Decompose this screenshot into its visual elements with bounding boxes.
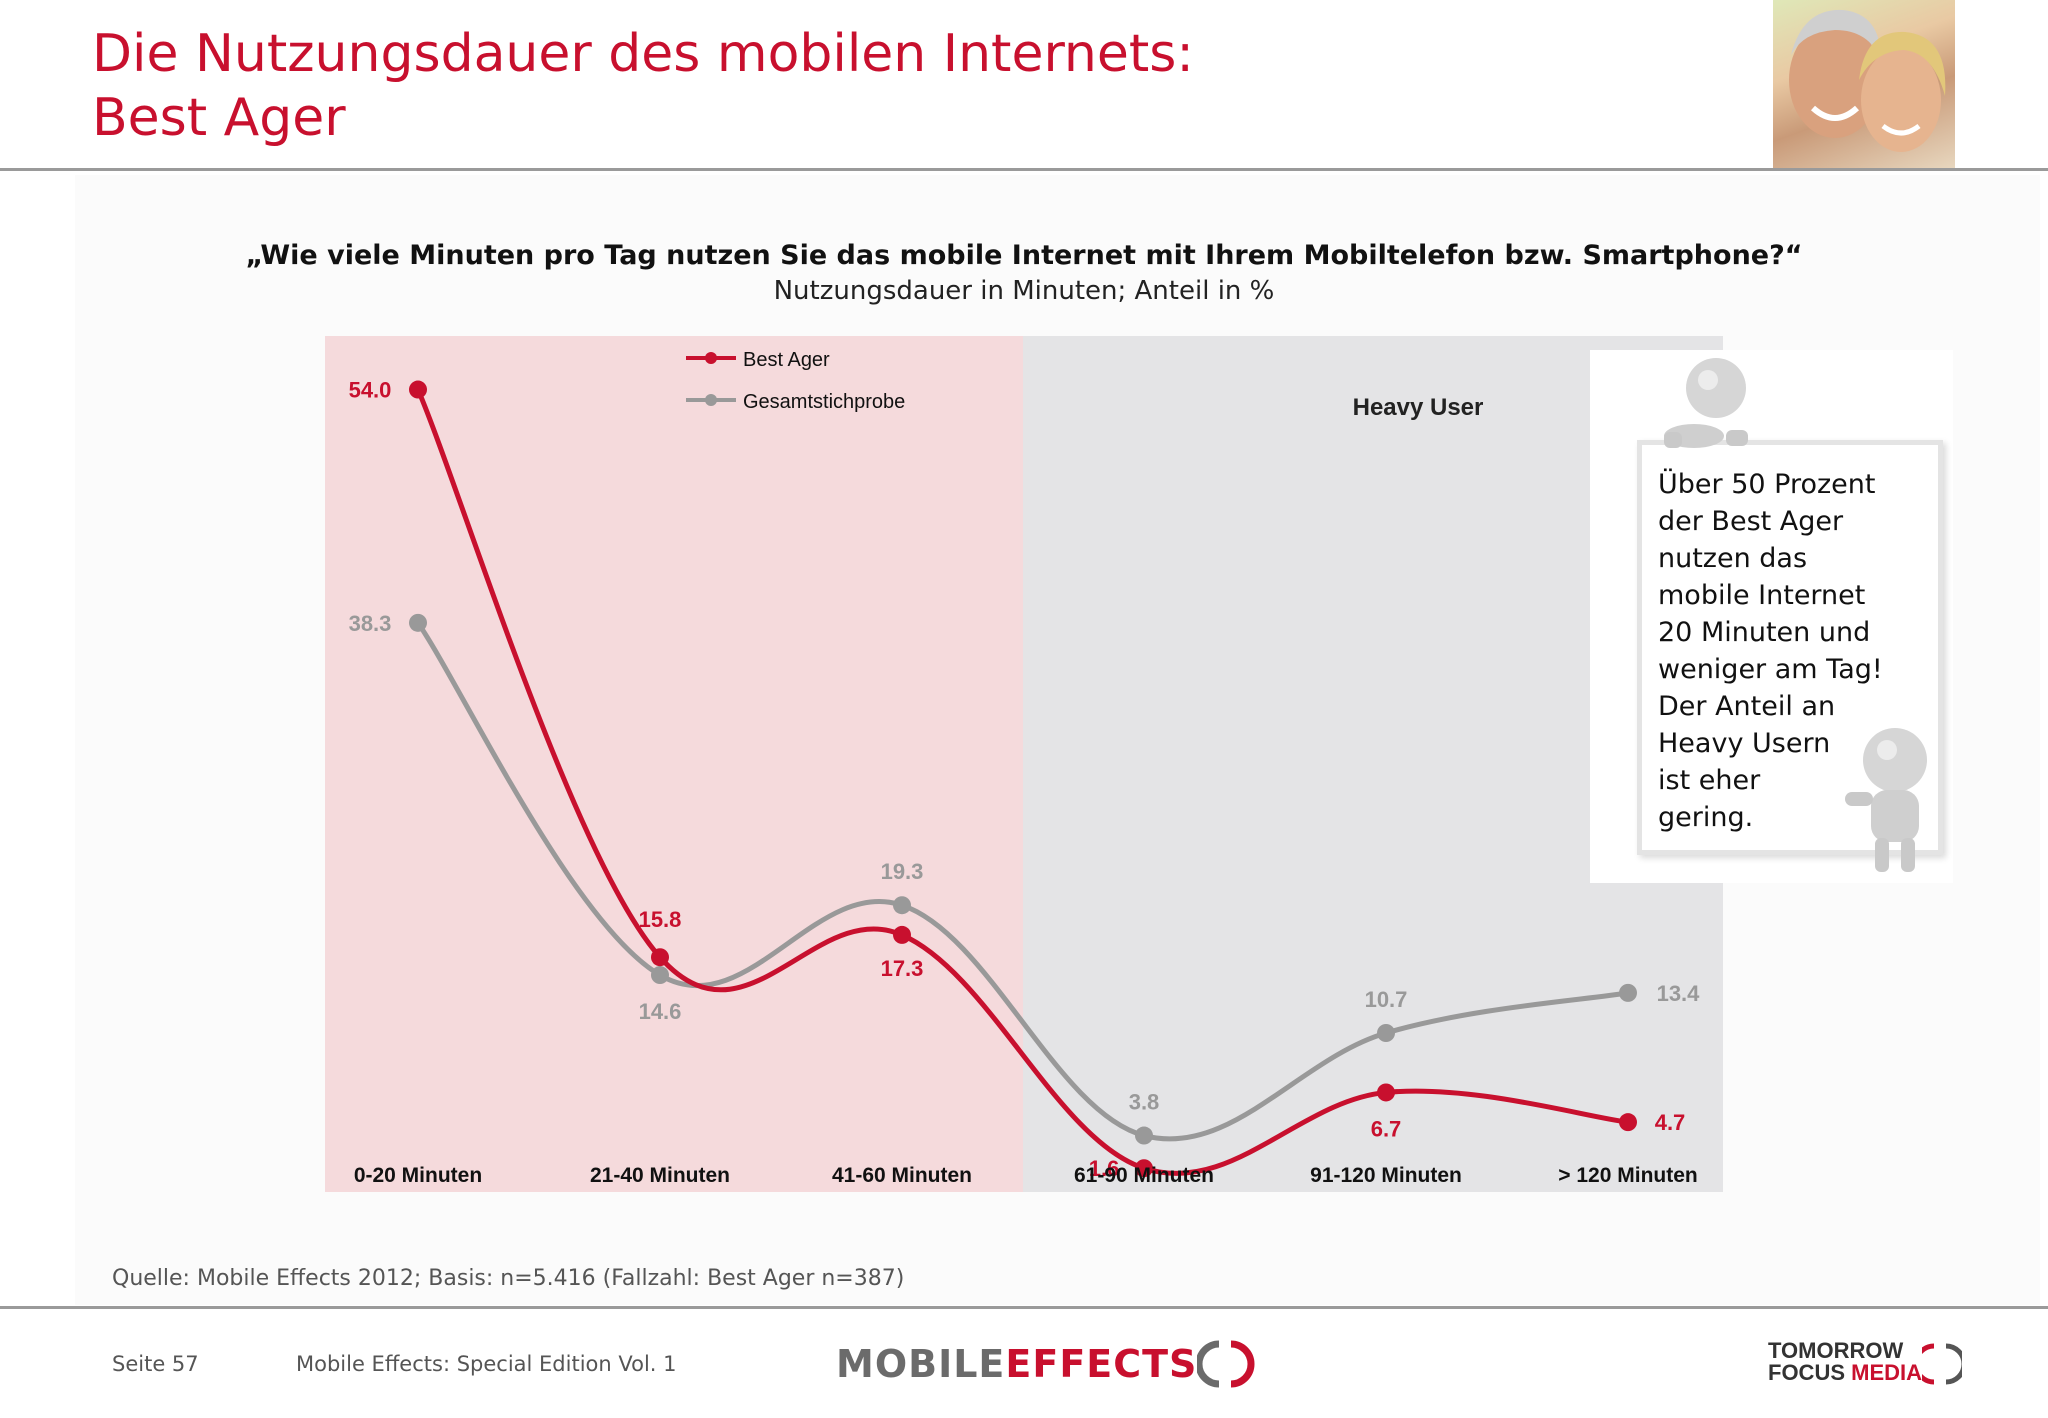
page-number: Seite 57 (112, 1352, 199, 1376)
data-point-best-ager-2 (893, 925, 911, 944)
mobile-effects-logo: MOBILE EFFECTS (836, 1336, 1257, 1392)
tomorrow-focus-media-logo: TOMORROW FOCUS MEDIA (1768, 1338, 1923, 1385)
x-tick-label-1: 21-40 Minuten (590, 1164, 730, 1187)
figure-top-illustration (1664, 358, 1748, 448)
source-note: Quelle: Mobile Effects 2012; Basis: n=5.… (112, 1266, 905, 1291)
tomorrow-focus-media-logo-mark (1922, 1343, 1962, 1385)
document-name: Mobile Effects: Special Edition Vol. 1 (296, 1352, 677, 1376)
data-label-gesamtstichprobe-0: 38.3 (349, 611, 392, 636)
x-tick-label-0: 0-20 Minuten (354, 1164, 482, 1187)
x-axis-labels: 0-20 Minuten 21-40 Minuten 41-60 Minuten 61… (354, 1164, 1698, 1187)
header-divider (0, 168, 2048, 171)
legend-label-gesamtstichprobe: Gesamtstichprobe (743, 391, 905, 413)
footer-divider (0, 1306, 2048, 1309)
data-point-gesamtstichprobe-0 (409, 613, 427, 632)
data-point-best-ager-4 (1377, 1083, 1395, 1102)
series-layer (409, 380, 1637, 1178)
figure-bottom-illustration (1845, 728, 1927, 872)
callout-text: Über 50 Prozent der Best Ager nutzen das… (1658, 469, 1883, 833)
page-title-line-2: Best Ager (92, 88, 346, 148)
legend: Best Ager Gesamtstichprobe (686, 349, 905, 413)
data-point-best-ager-5 (1619, 1113, 1637, 1132)
region-normal-users (325, 336, 1023, 1192)
x-tick-label-2: 41-60 Minuten (832, 1164, 972, 1187)
data-label-gesamtstichprobe-3: 3.8 (1129, 1090, 1160, 1115)
x-tick-label-5: > 120 Minuten (1558, 1164, 1697, 1187)
data-label-gesamtstichprobe-1: 14.6 (639, 999, 682, 1024)
data-label-best-ager-5: 4.7 (1655, 1110, 1686, 1135)
legend-marker-gesamtstichprobe (705, 394, 717, 406)
data-label-layer: 54.0 15.8 17.3 1.6 6.7 4.7 38.3 14.6 19.3 3.8 10.7… (349, 378, 1701, 1182)
legend-marker-best-ager (705, 352, 717, 364)
data-label-gesamtstichprobe-2: 19.3 (881, 859, 924, 884)
page-title: Die Nutzungsdauer des mobilen Internets:… (92, 22, 1194, 150)
data-point-gesamtstichprobe-1 (651, 966, 669, 985)
data-point-gesamtstichprobe-5 (1619, 983, 1637, 1002)
chart-subquestion: Nutzungsdauer in Minuten; Anteil in % (773, 276, 1275, 306)
data-label-best-ager-0: 54.0 (349, 378, 392, 403)
data-point-gesamtstichprobe-3 (1135, 1126, 1153, 1145)
data-point-best-ager-0 (409, 380, 427, 399)
mobile-effects-logo-mark (1197, 1340, 1255, 1388)
data-point-best-ager-1 (651, 948, 669, 967)
data-label-best-ager-1: 15.8 (639, 907, 682, 932)
data-label-best-ager-4: 6.7 (1371, 1116, 1402, 1141)
legend-label-best-ager: Best Ager (743, 349, 830, 371)
data-label-gesamtstichprobe-5: 13.4 (1657, 981, 1701, 1006)
x-tick-label-4: 91-120 Minuten (1310, 1164, 1462, 1187)
data-point-gesamtstichprobe-2 (893, 896, 911, 915)
chart-question: „Wie viele Minuten pro Tag nutzen Sie da… (245, 240, 1803, 271)
data-label-gesamtstichprobe-4: 10.7 (1365, 987, 1408, 1012)
page-title-line-1: Die Nutzungsdauer des mobilen Internets: (92, 24, 1194, 84)
data-label-best-ager-2: 17.3 (881, 956, 924, 981)
data-point-best-ager-3 (1135, 1159, 1153, 1178)
heavy-user-label: Heavy User (1353, 394, 1484, 421)
header-photo-couple (1773, 0, 1955, 170)
data-point-gesamtstichprobe-4 (1377, 1023, 1395, 1042)
data-label-best-ager-3: 1.6 (1089, 1156, 1120, 1181)
x-tick-label-3: 61-90 Minuten (1074, 1164, 1214, 1187)
